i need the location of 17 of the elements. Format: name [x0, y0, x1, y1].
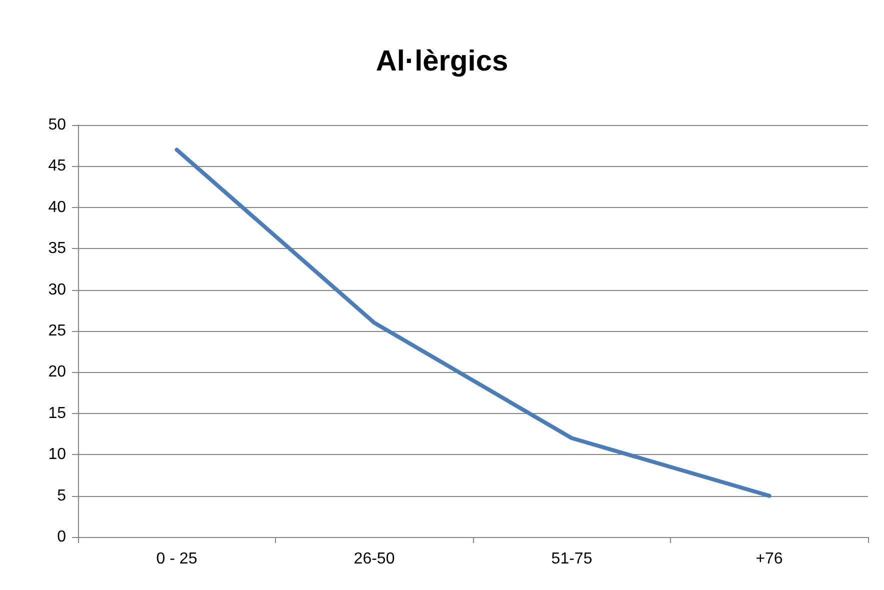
y-tick-label: 20 [48, 364, 66, 381]
x-tick-label: 0 - 25 [156, 550, 198, 568]
chart-title: Al·lèrgics [376, 46, 508, 78]
y-tick-label: 50 [48, 116, 66, 134]
y-tick-label: 45 [48, 158, 66, 175]
line-series [174, 148, 772, 498]
x-tick-label: 51-75 [551, 550, 592, 568]
y-tick-label: 40 [48, 198, 66, 216]
y-tick-label: 10 [48, 446, 66, 464]
y-tick-label: 30 [48, 281, 66, 298]
y-tick-label: 15 [48, 404, 66, 422]
y-tick-label: 35 [48, 240, 66, 258]
y-tick-label: 0 [57, 528, 66, 546]
x-tick-label: +76 [756, 550, 783, 568]
y-tick-label: 25 [48, 322, 66, 340]
y-tick-label: 5 [57, 487, 66, 504]
x-tick-label: 26-50 [354, 550, 395, 568]
